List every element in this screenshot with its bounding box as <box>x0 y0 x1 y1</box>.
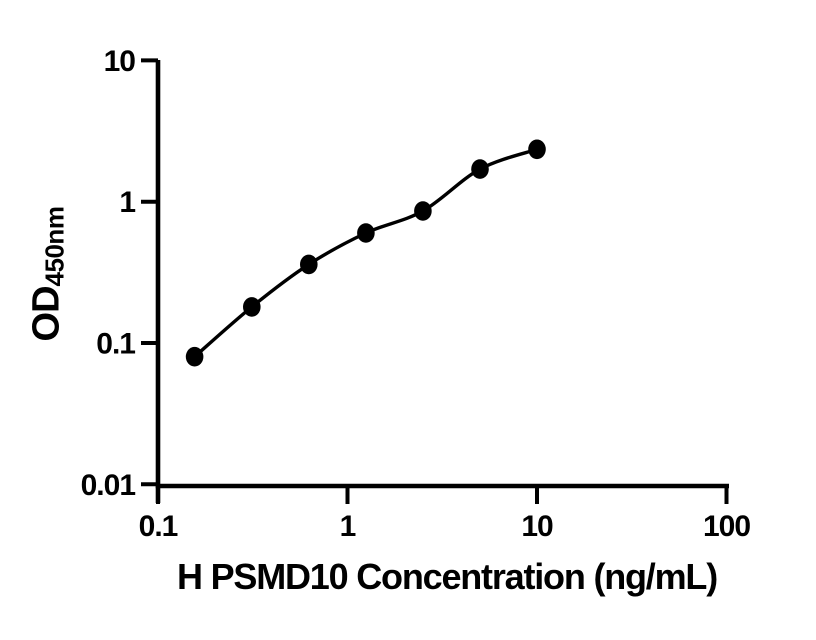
data-point <box>185 346 204 367</box>
x-axis-title: H PSMD10 Concentration (ng/mL) <box>176 556 718 597</box>
fit-curve <box>192 147 539 359</box>
data-point <box>528 139 546 160</box>
y-axis-title-subscript: 450nm <box>39 206 70 287</box>
x-axis-tick-label: 1 <box>340 510 356 543</box>
x-axis-tick-label: 100 <box>703 510 750 543</box>
data-point <box>243 297 261 317</box>
x-axis-tick-label: 10 <box>521 510 553 543</box>
data-point <box>300 254 318 275</box>
y-axis-title: OD450nm <box>26 207 71 342</box>
data-point <box>357 223 375 243</box>
y-axis-tick-label: 1 <box>119 186 135 219</box>
x-axis-tick-label: 0.1 <box>139 510 178 543</box>
y-axis-tick-label: 10 <box>104 45 136 78</box>
data-point <box>414 201 432 221</box>
y-axis-tick-label: 0.1 <box>96 328 135 361</box>
y-axis-tick-label: 0.01 <box>81 469 136 502</box>
data-point <box>471 159 489 179</box>
y-axis-title-main: OD <box>25 286 68 342</box>
